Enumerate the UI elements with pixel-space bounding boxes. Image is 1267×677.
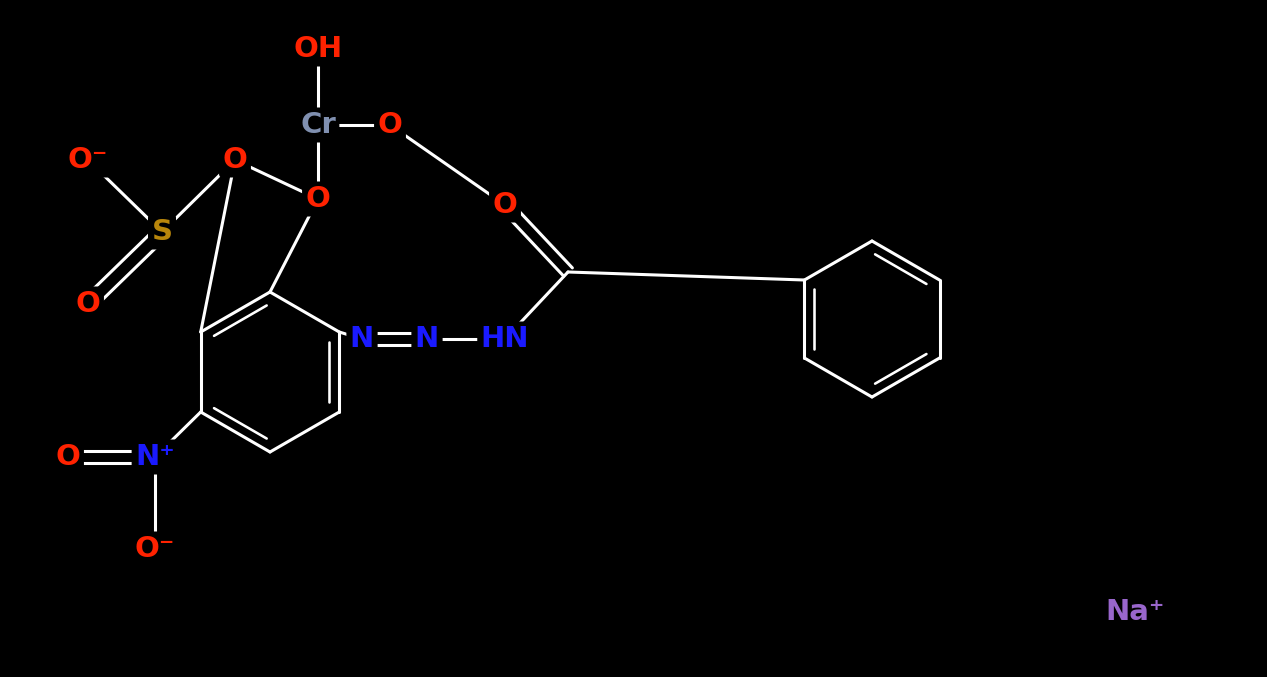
Text: S: S xyxy=(152,218,172,246)
Text: O: O xyxy=(378,111,403,139)
Text: Na⁺: Na⁺ xyxy=(1105,598,1164,626)
Text: O: O xyxy=(56,443,80,471)
Text: N: N xyxy=(350,325,374,353)
Text: O: O xyxy=(76,290,100,318)
Text: N⁺: N⁺ xyxy=(136,443,175,471)
Text: N: N xyxy=(414,325,440,353)
Text: O⁻: O⁻ xyxy=(134,535,175,563)
Text: O: O xyxy=(305,185,331,213)
Text: O: O xyxy=(223,146,247,174)
Text: O⁻: O⁻ xyxy=(68,146,108,174)
Text: O: O xyxy=(493,191,517,219)
Text: OH: OH xyxy=(294,35,342,63)
Text: HN: HN xyxy=(480,325,530,353)
Text: Cr: Cr xyxy=(300,111,336,139)
